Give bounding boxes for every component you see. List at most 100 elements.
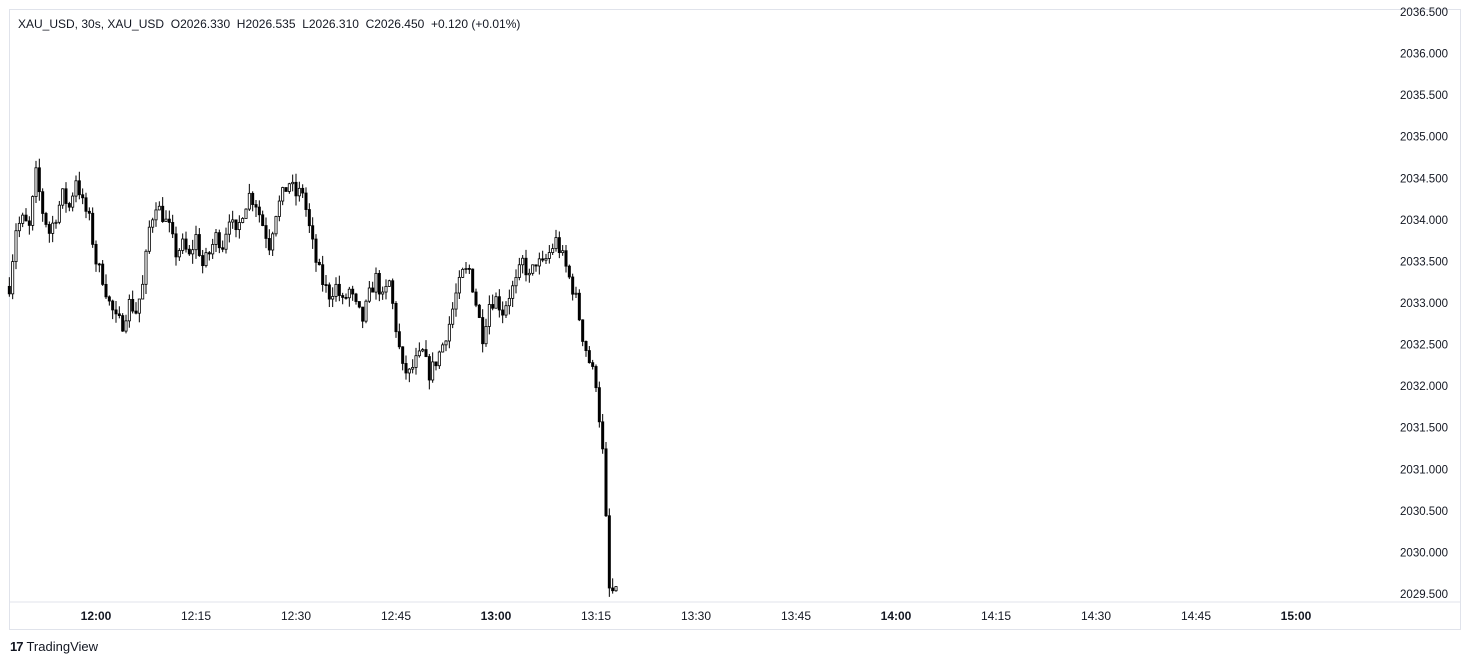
candle-up: [334, 283, 338, 297]
time-axis[interactable]: 12:00 12:15 12:30 12:45 13:00 13:15 13:30 13:45…: [81, 609, 1312, 623]
candle-up: [487, 304, 491, 327]
candle-down: [541, 258, 545, 261]
candle-up: [147, 226, 151, 252]
legend-low: L2026.310: [302, 17, 359, 31]
candle-up: [511, 285, 515, 299]
candle-down: [27, 220, 31, 226]
price-tick-label: 2030.000: [1400, 547, 1448, 559]
candle-up: [507, 297, 511, 307]
candle-up: [464, 268, 468, 270]
candle-down: [591, 362, 595, 367]
candle-down: [607, 515, 611, 589]
candle-down: [41, 191, 45, 214]
candle-down: [604, 448, 608, 517]
candle-up: [227, 221, 231, 235]
candle-up: [191, 249, 195, 255]
candle-up: [367, 287, 371, 302]
candle-up: [384, 285, 388, 293]
candle-up: [181, 238, 185, 251]
candle-up: [244, 208, 248, 219]
tradingview-branding[interactable]: 17 TradingView: [10, 639, 98, 654]
price-tick-label: 2035.500: [1400, 90, 1448, 102]
candle-up: [441, 344, 445, 353]
candle-down: [434, 361, 438, 367]
candle-down: [501, 309, 505, 316]
tradingview-brand-name: TradingView: [26, 639, 99, 654]
chart-frame[interactable]: [9, 9, 1461, 630]
candle-down: [594, 366, 598, 389]
time-tick-label: 12:15: [181, 609, 211, 623]
candle-down: [404, 363, 408, 374]
candle-down: [104, 283, 108, 298]
candle-up: [554, 237, 558, 250]
candle-down: [524, 257, 528, 276]
candle-down: [197, 234, 201, 256]
candle-down: [264, 225, 268, 239]
candle-down: [397, 331, 401, 348]
candle-down: [101, 263, 105, 285]
candle-up: [224, 233, 228, 250]
candle-up: [137, 298, 141, 314]
candle-up: [431, 361, 435, 381]
price-tick-label: 2034.000: [1400, 215, 1448, 227]
candle-up: [494, 296, 498, 309]
candle-down: [301, 187, 305, 194]
time-tick-label: 14:30: [1081, 609, 1111, 623]
candle-down: [307, 209, 311, 227]
price-tick-label: 2036.500: [1400, 7, 1448, 19]
legend-open: O2026.330: [170, 17, 231, 31]
candle-up: [11, 261, 15, 295]
candle-up: [21, 214, 25, 224]
time-tick-label: 12:30: [281, 609, 311, 623]
time-tick-label: 13:15: [581, 609, 611, 623]
candle-down: [47, 224, 51, 234]
price-tick-label: 2033.000: [1400, 298, 1448, 310]
candle-down: [474, 291, 478, 306]
candle-down: [344, 297, 348, 299]
candle-up: [151, 219, 155, 228]
candle-up: [141, 283, 145, 300]
candle-up: [124, 320, 128, 332]
time-tick-label: 13:00: [481, 609, 512, 623]
time-tick-label: 14:45: [1181, 609, 1211, 623]
candle-up: [274, 216, 278, 235]
price-tick-label: 2034.500: [1400, 173, 1448, 185]
candle-down: [67, 203, 71, 208]
candle-down: [401, 346, 405, 364]
candle-down: [471, 268, 475, 293]
candle-down: [7, 285, 11, 295]
candle-down: [167, 218, 171, 223]
candle-down: [584, 341, 588, 351]
candle-up: [457, 276, 461, 294]
candle-down: [497, 296, 501, 311]
candle-up: [61, 188, 65, 206]
price-axis[interactable]: 2036.500 2036.000 2035.500 2035.000 2034.500…: [1400, 7, 1448, 601]
candle-down: [161, 205, 165, 222]
candle-up: [211, 244, 215, 255]
candle-up: [521, 257, 525, 266]
candle-down: [117, 313, 121, 317]
candle-up: [31, 196, 35, 226]
candle-up: [214, 232, 218, 245]
time-tick-label: 15:00: [1281, 609, 1312, 623]
candle-up: [154, 209, 158, 221]
price-tick-label: 2030.500: [1400, 506, 1448, 518]
candle-down: [491, 304, 495, 309]
candle-up: [74, 180, 78, 197]
candle-down: [557, 237, 561, 254]
candle-down: [564, 250, 568, 267]
candle-up: [291, 181, 295, 185]
candle-up: [127, 298, 131, 322]
price-tick-label: 2031.000: [1400, 464, 1448, 476]
candle-down: [391, 280, 395, 304]
candle-down: [184, 238, 188, 250]
candle-up: [144, 250, 148, 285]
candle-up: [347, 288, 351, 299]
candle-down: [254, 204, 258, 208]
candle-up: [547, 252, 551, 259]
candle-down: [24, 214, 28, 222]
candle-down: [37, 167, 41, 193]
candle-down: [64, 188, 68, 204]
candle-up: [194, 234, 198, 251]
